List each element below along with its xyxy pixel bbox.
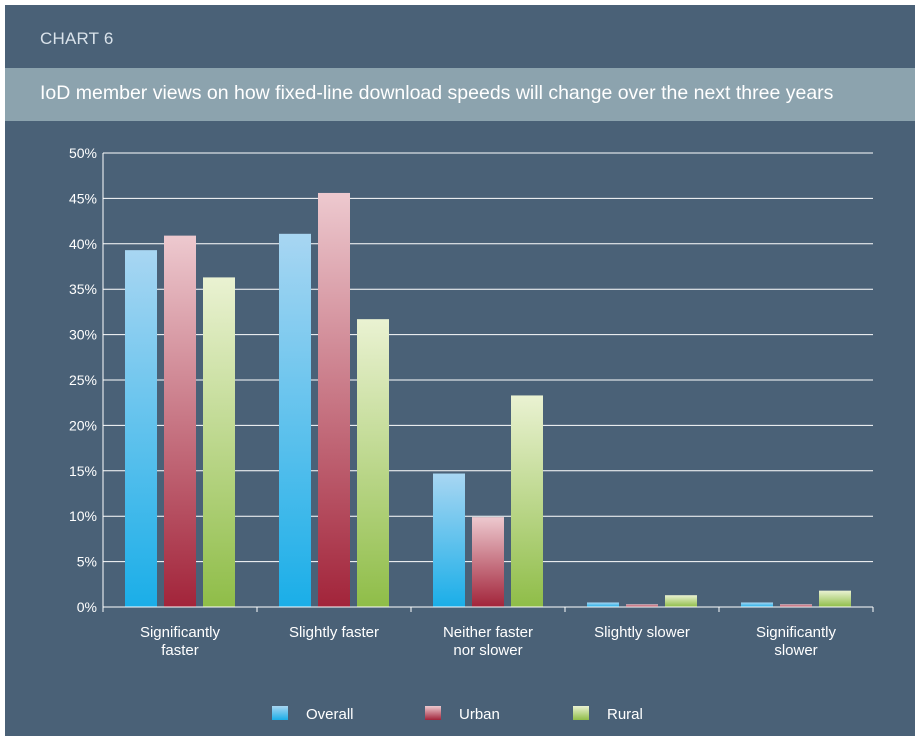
bar-rural [819,590,851,607]
y-tick-label: 0% [77,599,97,615]
title-band: IoD member views on how fixed-line downl… [5,68,915,121]
x-axis-category-labels: Significantly faster Slightly faster Neithe… [140,624,837,659]
bar-overall [433,473,465,607]
bar-overall [125,250,157,607]
bar-rural [665,595,697,607]
x-category-label: Neither faster nor slower [443,624,533,659]
bar-rural [357,319,389,607]
x-category-label: Slightly faster [289,624,379,641]
legend-swatch [272,706,288,720]
bar-overall [741,602,773,607]
legend-item-overall: Overall [272,706,354,723]
y-tick-label: 45% [69,190,97,206]
y-tick-label: 30% [69,327,97,343]
legend-item-urban: Urban [425,706,500,723]
legend-label: Urban [459,706,500,723]
x-category-label: Slightly slower [594,624,690,641]
y-tick-label: 5% [77,554,97,570]
y-tick-label: 40% [69,236,97,252]
y-tick-label: 25% [69,372,97,388]
chart-number-label: CHART 6 [40,29,114,48]
bar-overall [279,233,311,607]
y-tick-label: 20% [69,417,97,433]
y-axis-tick-labels: 0% 5% 10% 15% 20% 25% 30% 35% 40% 45% 50% [69,145,97,615]
x-axis [102,153,874,612]
bar-urban [164,235,196,608]
bar-overall [587,602,619,607]
chart-title: IoD member views on how fixed-line downl… [40,82,834,104]
legend-label: Rural [607,706,643,723]
bar-rural [203,277,235,607]
x-category-label: Significantly slower [756,624,837,659]
y-tick-label: 35% [69,281,97,297]
bar-urban [780,604,812,607]
y-tick-label: 50% [69,145,97,161]
legend-swatch [573,706,589,720]
legend-item-rural: Rural [573,706,643,723]
y-tick-label: 15% [69,463,97,479]
bar-urban [472,517,504,607]
bar-rural [511,395,543,607]
bar-urban [318,192,350,607]
legend-label: Overall [306,706,354,723]
y-tick-label: 10% [69,508,97,524]
legend: Overall Urban Rural [272,706,643,723]
bars [125,192,851,608]
bar-urban [626,604,658,607]
legend-swatch [425,706,441,720]
x-category-label: Significantly faster [140,624,221,659]
